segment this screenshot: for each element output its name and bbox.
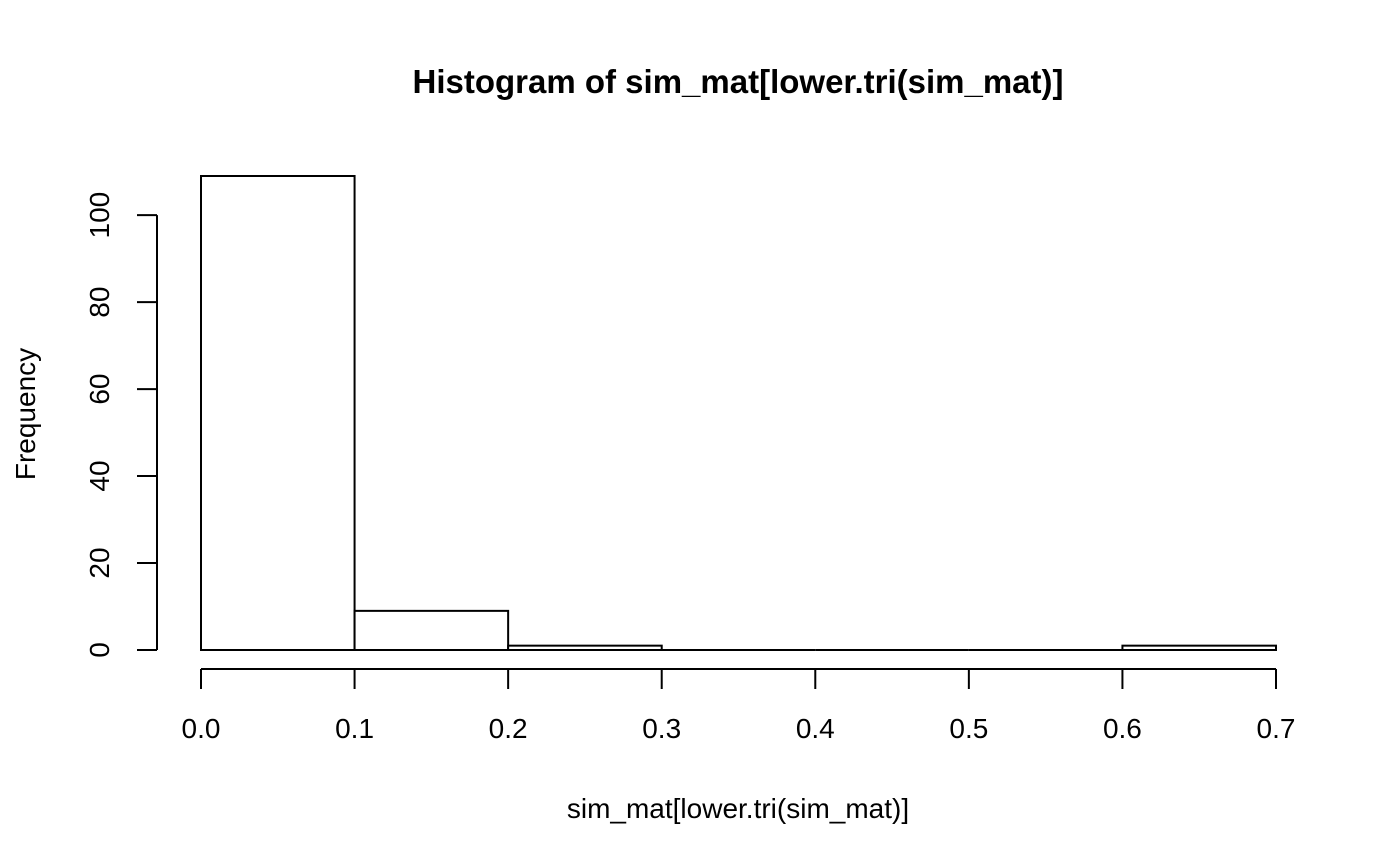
y-tick-label: 60 [84,374,115,405]
x-tick-label: 0.3 [642,713,681,744]
y-tick-label: 40 [84,460,115,491]
y-axis-label: Frequency [10,348,41,480]
y-tick-label: 0 [84,642,115,658]
histogram-bar-1 [353,609,510,651]
y-tick-label: 20 [84,547,115,578]
x-tick-label: 0.1 [335,713,374,744]
x-tick-label: 0.2 [489,713,528,744]
histogram-bar-0 [200,175,356,651]
x-axis-label: sim_mat[lower.tri(sim_mat)] [567,793,909,824]
histogram-bar-2 [507,644,663,651]
x-axis: 0.0 0.1 0.2 0.3 0.4 0.5 0.6 0.7 [182,668,1296,744]
x-tick-label: 0.5 [949,713,988,744]
x-tick-label: 0.4 [796,713,835,744]
x-tick-label: 0.7 [1257,713,1296,744]
chart-title: Histogram of sim_mat[lower.tri(sim_mat)] [413,63,1064,100]
y-axis: 0 20 40 60 80 100 [84,192,158,658]
histogram-bar-6 [1121,644,1278,651]
y-tick-label: 80 [84,287,115,318]
x-tick-label: 0.6 [1103,713,1142,744]
bars-group [200,175,1278,651]
x-tick-label: 0.0 [182,713,221,744]
y-tick-label: 100 [84,192,115,239]
